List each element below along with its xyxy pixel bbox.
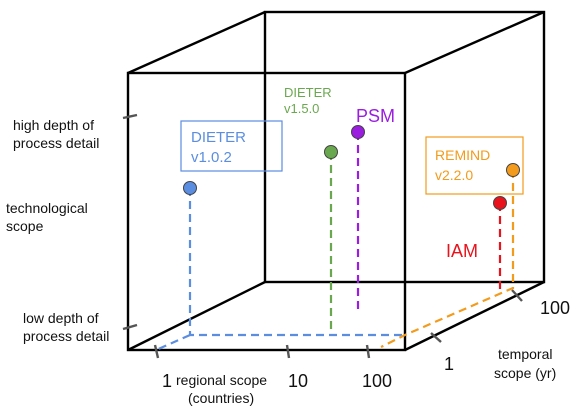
remind-label-line2: v2.2.0: [435, 167, 473, 183]
y-high-label-line1: high depth of: [13, 117, 94, 133]
z-tick-1: [430, 332, 442, 343]
remind-label-line1: REMIND: [435, 147, 490, 163]
y-mid-label-line2: scope: [6, 218, 44, 234]
x-axis-title-line2: (countries): [188, 390, 254, 406]
z-axis-labels: 1 100 temporal scope (yr): [444, 298, 570, 381]
x-axis-ticks: [153, 344, 371, 359]
iam-label: IAM: [446, 241, 478, 261]
psm-point: [351, 125, 365, 139]
x-axis-labels: 1 regional scope (countries) 10 100: [162, 371, 392, 406]
cube-edge-bottom-right: [404, 280, 545, 352]
dieter-102-point: [183, 181, 197, 195]
z-tick-1-label: 1: [444, 354, 454, 374]
z-tick-100: [511, 289, 523, 302]
y-axis-ticks: [122, 113, 138, 331]
y-high-label-line2: process detail: [13, 135, 99, 151]
dieter-102-label-line2: v1.0.2: [191, 149, 232, 166]
y-tick-high: [122, 113, 138, 120]
y-tick-low: [122, 323, 138, 331]
cube-edge-top-left: [127, 10, 266, 75]
x-axis-title-line1: regional scope: [176, 372, 267, 388]
x-tick-1-label: 1: [162, 371, 172, 391]
y-axis-labels: high depth of process detail technologic…: [6, 117, 109, 344]
dieter-150-point: [324, 145, 338, 159]
psm-label: PSM: [356, 106, 395, 126]
x-tick-100-label: 100: [362, 371, 392, 391]
x-tick-10: [285, 344, 291, 359]
dieter-150-label-line2: v1.5.0: [284, 101, 319, 116]
dieter-102-label-box: [180, 120, 283, 172]
z-axis-title-line2: scope (yr): [494, 365, 556, 381]
remind-projection: [380, 170, 515, 348]
z-tick-100-label: 100: [540, 298, 570, 318]
dieter-150-label-line1: DIETER: [284, 85, 332, 100]
cube-edge-top-right: [404, 10, 545, 75]
cube-frame: [126, 10, 546, 352]
dieter-102-projection: [188, 188, 405, 337]
y-low-label-line2: process detail: [23, 328, 109, 344]
projection-lines: [155, 132, 515, 352]
y-mid-label-line1: technological: [6, 200, 88, 216]
x-tick-100: [365, 344, 371, 359]
y-low-label-line1: low depth of: [23, 310, 99, 326]
z-axis-title-line1: temporal: [498, 346, 552, 362]
dieter-102-label-line1: DIETER: [191, 129, 246, 146]
model-points: [183, 125, 520, 210]
cube-front-face: [126, 71, 407, 352]
remind-point: [506, 163, 520, 177]
x-tick-10-label: 10: [288, 371, 308, 391]
remind-label-box: [425, 136, 524, 195]
dieter-102-projection-diag: [155, 333, 191, 352]
iam-point: [493, 196, 507, 210]
x-tick-1: [153, 344, 160, 359]
z-axis-ticks: [430, 289, 523, 343]
cube-edge-bottom-left: [127, 280, 266, 352]
